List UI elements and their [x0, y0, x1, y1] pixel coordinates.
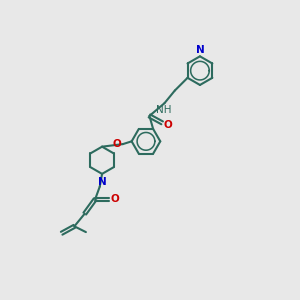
Text: O: O: [110, 194, 119, 204]
Text: O: O: [163, 120, 172, 130]
Text: NH: NH: [155, 105, 171, 115]
Text: N: N: [196, 45, 204, 55]
Text: O: O: [113, 139, 122, 149]
Text: N: N: [98, 177, 106, 187]
